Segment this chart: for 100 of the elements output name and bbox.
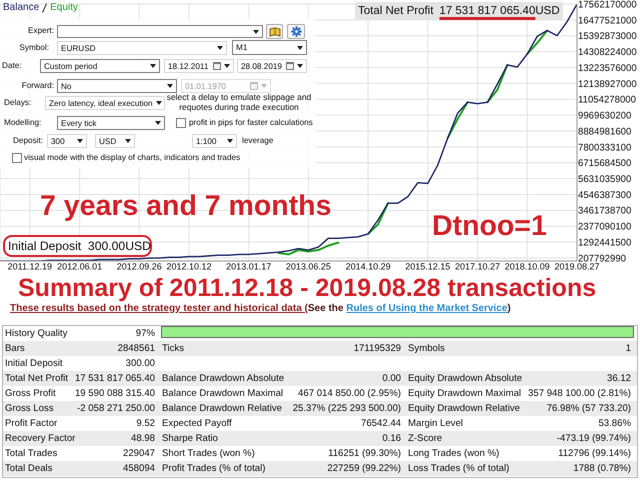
text: Expected Payoff <box>162 418 232 430</box>
x-tick-label: 2012.10.12 <box>166 261 212 272</box>
annotation: profit in pips for faster calculations <box>189 118 313 127</box>
x-tick-label: 2018.10.09 <box>504 261 550 272</box>
text: Balance Drawdown Maximal <box>162 388 284 399</box>
text: Symbols <box>408 342 445 354</box>
annotation: Symbol: <box>19 43 49 52</box>
annotation: Expert: <box>28 26 54 35</box>
text: Short Trades (won %) <box>162 448 255 460</box>
y-tick-label: 11054278000 <box>578 94 636 106</box>
y-tick-label: 17562170000 <box>578 0 637 10</box>
y-tick-label: 7800333100 <box>578 142 632 154</box>
text: -2 058 271 250.00 <box>77 403 155 414</box>
text: Balance Drawdown Absolute <box>162 372 284 384</box>
text: Equity Drawdown Maximal <box>408 388 522 399</box>
y-tick-label: 13223576000 <box>578 62 637 74</box>
dropdown: Every tick <box>57 116 165 130</box>
y-tick-label: 4546387300 <box>578 190 632 201</box>
text: Gross Loss <box>5 403 54 414</box>
dropdown: Custom period <box>40 59 160 73</box>
text: 1 <box>626 342 631 354</box>
date-field: 28.08.2019 <box>237 59 307 73</box>
annotation: M1 <box>236 43 248 52</box>
text: Loss Trades (% of total) <box>408 463 510 474</box>
text: ) <box>507 303 511 314</box>
annotation: EURUSD <box>61 44 96 52</box>
text: Sharpe Ratio <box>162 433 218 444</box>
annotation: visual mode with the display of charts, indicators and trades <box>24 153 240 162</box>
text: Z-Score <box>408 433 442 444</box>
annotation: Total Net Profit <box>358 5 434 17</box>
text: Ticks <box>162 342 184 354</box>
dropdown: 300 <box>47 134 87 148</box>
y-tick-label: 2377090100 <box>578 222 632 233</box>
text: 171195329 <box>354 342 401 354</box>
date-field: 01.01.1970 <box>181 79 271 93</box>
text: 300.00 <box>126 358 155 369</box>
y-tick-label: 16477521000 <box>578 15 637 26</box>
text: 458094 <box>122 463 155 474</box>
text: Gross Profit <box>5 388 56 399</box>
y-tick-label: 1292441500 <box>578 237 632 248</box>
annotation: USD <box>535 5 560 17</box>
text: 76.98% (57 733.20) <box>546 403 631 414</box>
annotation: Forward: <box>22 81 54 90</box>
text: Total Trades <box>5 448 58 460</box>
text: These results based on the strategy tester and historical data ( <box>10 303 308 314</box>
y-tick-label: 15392873000 <box>578 31 637 42</box>
text: See the <box>308 303 344 314</box>
annotation: Date: <box>2 61 22 70</box>
text: Balance Drawdown Relative <box>162 403 282 414</box>
annotation: 28.08.2019 <box>241 62 282 70</box>
x-tick-label: 2012.09.26 <box>116 261 162 272</box>
y-tick-label: 8884981600 <box>578 126 632 138</box>
text: Recovery Factor <box>5 433 76 444</box>
text: 357 948 100.00 (2.81%) <box>528 388 631 399</box>
text: 112796 (99.14%) <box>558 448 631 460</box>
text: 17 531 817 065.40 <box>74 372 155 384</box>
annotation: Custom period <box>44 62 98 70</box>
text: Summary of 2011.12.18 - 2019.08.28 transactions <box>18 274 596 302</box>
x-tick-label: 2014.10.29 <box>346 261 391 272</box>
annotation: No <box>61 82 72 90</box>
text: Equity Drawdown Absolute <box>408 372 522 384</box>
text: Margin Level <box>408 418 463 430</box>
dropdown: USD <box>95 134 135 148</box>
dropdown: No <box>57 79 177 93</box>
text: 97% <box>136 328 155 338</box>
annotation: Modelling: <box>4 118 42 127</box>
text: 2848561 <box>118 342 155 354</box>
text: 76542.44 <box>360 418 401 430</box>
y-tick-label: 6715684500 <box>578 158 632 170</box>
annotation: 17 531 817 065.40 <box>439 5 536 17</box>
text: 116251 (99.30%) <box>328 448 401 460</box>
x-tick-label: 2015.12.15 <box>405 261 450 272</box>
annotation: Every tick <box>61 118 96 128</box>
text: 0.00 <box>382 372 401 384</box>
text: 48.98 <box>130 433 155 444</box>
text: Profit Trades (% of total) <box>162 463 266 474</box>
y-tick-label: 12138927000 <box>578 78 637 90</box>
text: Equity <box>50 2 78 13</box>
text: 9.52 <box>136 418 155 430</box>
annotation: select a delay to emulate slippage and requotes during trade execution <box>166 92 312 112</box>
y-tick-label: 14308224000 <box>578 47 637 58</box>
annotation: USD <box>99 136 116 146</box>
text: Long Trades (won %) <box>408 448 500 460</box>
annotation: Delays: <box>4 98 32 107</box>
y-tick-label: 3461738700 <box>578 206 632 217</box>
text: Initial Deposit <box>5 358 63 369</box>
annotation: 7 years and 7 months <box>40 190 332 222</box>
dropdown: M1 <box>232 40 307 55</box>
annotation: leverage <box>242 136 274 145</box>
text: 25.37% (225 293 500.00) <box>292 403 401 414</box>
text: -473.19 (99.74%) <box>556 433 631 444</box>
y-tick-label: 9969630200 <box>578 110 632 122</box>
text: 227259 (99.22%) <box>327 463 401 474</box>
x-tick-label: 2017.10.27 <box>454 261 500 272</box>
dropdown: EURUSD <box>57 41 227 55</box>
annotation: 18.12.2011 <box>168 62 208 70</box>
text: Total Deals <box>5 463 52 474</box>
text: 467 014 850.00 (2.95%) <box>298 388 401 399</box>
text: Equity Drawdown Relative <box>408 403 520 414</box>
text: 19 590 088 315.40 <box>74 388 155 399</box>
